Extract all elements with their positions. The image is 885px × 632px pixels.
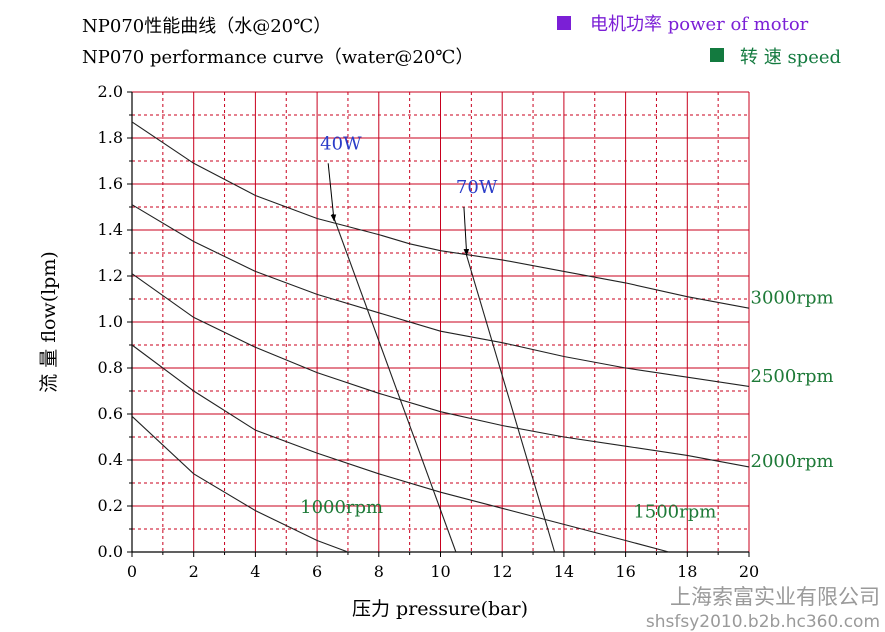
x-tick-label: 16	[615, 562, 635, 581]
annotation-2500rpm: 2500rpm	[751, 366, 834, 387]
series-line-3000rpm	[131, 121, 750, 309]
chart-subtitle: NP070 performance curve（water@20℃）	[82, 47, 473, 68]
y-tick-label: 2.0	[98, 82, 123, 101]
y-tick-label: 0.2	[98, 496, 123, 515]
annotation-2000rpm: 2000rpm	[751, 451, 834, 472]
x-tick-label: 10	[430, 562, 450, 581]
annotation-40w: 40W	[320, 134, 362, 155]
x-tick-label: 14	[554, 562, 574, 581]
series-line-40w	[331, 213, 457, 553]
y-tick-label: 1.6	[98, 174, 123, 193]
axes: 0 2 4 6 8 10 12 14 16 18 20 0.0 0.2 0.4 0.6 0.8 1.0 1.2 1.…	[98, 82, 760, 581]
x-tick-label: 4	[250, 562, 260, 581]
series-line-2500rpm	[131, 204, 750, 387]
y-tick-label: 0.4	[98, 450, 123, 469]
y-tick-label: 0.8	[98, 358, 123, 377]
x-tick-label: 6	[312, 562, 322, 581]
x-tick-label: 8	[374, 562, 384, 581]
x-axis-label: 压力 pressure(bar)	[352, 598, 528, 620]
annotation-3000rpm: 3000rpm	[751, 288, 834, 309]
annotation-arrow-70w	[463, 206, 470, 256]
series-line-1000rpm	[131, 415, 349, 553]
y-tick-label: 0.0	[98, 542, 123, 561]
annotation-arrow-40w	[327, 163, 337, 222]
annotations: 40W 70W 3000rpm 2500rpm 2000rpm 1500rpm 1000rp…	[300, 134, 833, 523]
x-tick-label: 2	[189, 562, 199, 581]
series-line-70w	[464, 250, 556, 553]
series-line-1500rpm	[131, 344, 669, 553]
y-tick-label: 1.4	[98, 220, 123, 239]
x-tick-label: 20	[739, 562, 759, 581]
series-line-2000rpm	[131, 273, 750, 468]
y-tick-label: 1.2	[98, 266, 123, 285]
y-tick-label: 1.8	[98, 128, 123, 147]
grid	[132, 91, 750, 552]
annotation-1000rpm: 1000rpm	[300, 497, 383, 518]
chart-title: NP070性能曲线（水@20℃）	[82, 16, 331, 37]
y-axis-label: 流 量 flow(lpm)	[38, 251, 60, 393]
annotation-70w: 70W	[456, 177, 498, 198]
legend-swatch-power	[557, 16, 571, 30]
x-tick-label: 18	[677, 562, 697, 581]
x-tick-label: 0	[127, 562, 137, 581]
legend-label-power: 电机功率 power of motor	[590, 14, 809, 35]
legend-label-speed: 转 速 speed	[740, 47, 841, 68]
x-tick-label: 12	[492, 562, 512, 581]
annotation-1500rpm: 1500rpm	[633, 502, 716, 523]
legend: 电机功率 power of motor 转 速 speed	[557, 14, 841, 68]
y-tick-label: 1.0	[98, 312, 123, 331]
y-tick-label: 0.6	[98, 404, 123, 423]
watermark-url: shsfsy2010.b2b.hc360.com	[646, 612, 880, 632]
legend-swatch-speed	[710, 48, 724, 62]
series-layer	[131, 121, 750, 553]
watermark-company: 上海索富实业有限公司	[670, 585, 880, 609]
